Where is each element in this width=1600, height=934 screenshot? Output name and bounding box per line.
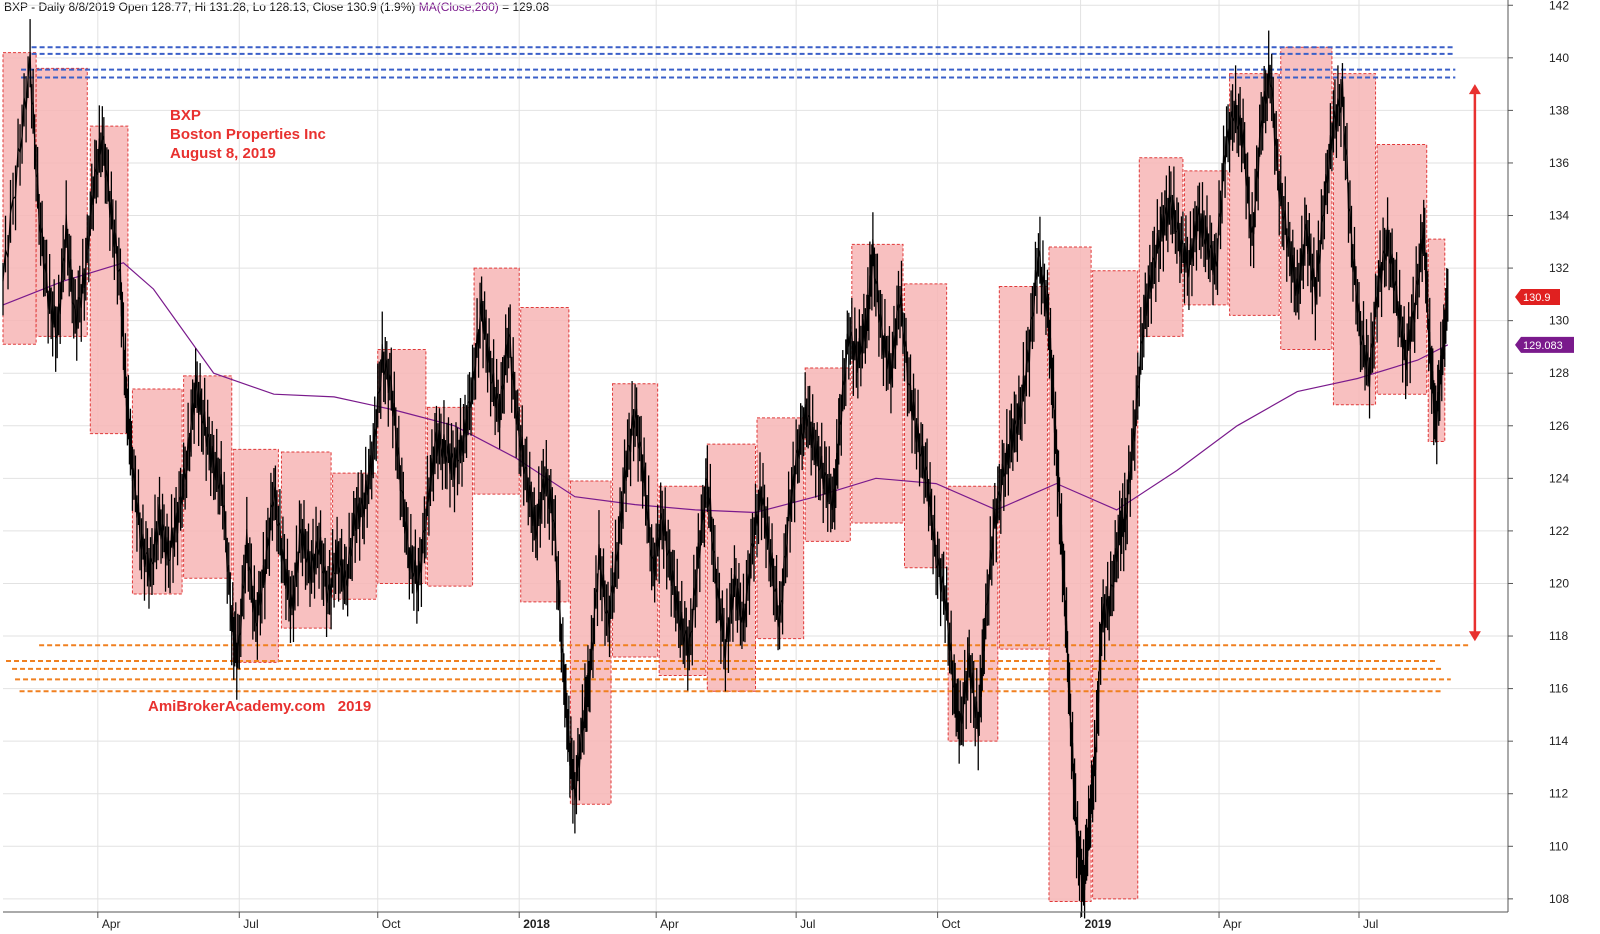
range-arrow-head-top [1468, 84, 1481, 95]
y-tick-label: 110 [1549, 839, 1568, 853]
y-tick-label: 114 [1549, 734, 1568, 748]
y-tick-label: 142 [1549, 0, 1569, 12]
x-tick-label: 2018 [523, 917, 550, 931]
y-tick-label: 122 [1549, 524, 1569, 538]
price-label-bg [1515, 336, 1574, 353]
range-box [569, 480, 612, 805]
range-box [1048, 246, 1092, 902]
y-tick-label: 136 [1549, 156, 1569, 170]
x-tick-label: 2019 [1085, 917, 1112, 931]
x-tick-label: Jul [243, 917, 258, 931]
range-box [2, 52, 37, 345]
x-tick-label: Jul [1363, 917, 1378, 931]
range-box [1229, 73, 1280, 316]
x-tick-label: Jul [800, 917, 815, 931]
header-title: BXP - Daily 8/8/2019 Open 128.77, Hi 131… [4, 0, 416, 14]
header-ma-value: = 129.08 [498, 0, 550, 14]
axes: 108 110 112 114 116 118 120 122 124 126 128 130 132 1… [3, 0, 1569, 931]
x-tick-label: Oct [382, 917, 401, 931]
price-label-bg [1515, 288, 1560, 305]
ma200-line [2, 262, 1449, 514]
y-tick-label: 112 [1549, 787, 1568, 801]
price-labels: 130.9 129.083 [1515, 288, 1574, 353]
price-label-text: 130.9 [1523, 292, 1551, 304]
y-tick-label: 120 [1549, 576, 1569, 590]
annotation-company: Boston Properties Inc [170, 126, 326, 143]
y-tick-label: 124 [1549, 471, 1569, 485]
annotation-block: BXP Boston Properties Inc August 8, 2019 [170, 106, 326, 163]
watermark-text: AmiBrokerAcademy.com 2019 [148, 698, 372, 715]
y-tick-label: 138 [1549, 103, 1569, 117]
range-box [903, 283, 948, 569]
support-lines [6, 644, 1469, 693]
y-tick-label: 116 [1549, 682, 1568, 696]
y-tick-label: 132 [1549, 261, 1569, 275]
resistance-lines [21, 46, 1456, 79]
y-tick-label: 118 [1549, 629, 1568, 643]
x-tick-label: Apr [102, 917, 121, 931]
price-layer [2, 19, 1449, 919]
annotation-date: August 8, 2019 [170, 145, 276, 162]
header-ma-label: MA(Close,200) [418, 0, 499, 14]
chart-header: BXP - Daily 8/8/2019 Open 128.77, Hi 131… [4, 0, 549, 14]
y-tick-label: 128 [1549, 366, 1569, 380]
y-tick-label: 126 [1549, 419, 1569, 433]
annotation-symbol: BXP [170, 107, 201, 124]
price-label-text: 129.083 [1523, 340, 1563, 352]
range-box [1376, 144, 1428, 395]
range-arrow-head-bottom [1468, 631, 1481, 642]
range-boxes [2, 46, 1446, 902]
y-tick-label: 130 [1549, 314, 1569, 328]
x-tick-label: Apr [660, 917, 679, 931]
y-tick-label: 108 [1549, 892, 1569, 906]
price-line [2, 53, 1449, 891]
range-box [520, 307, 570, 603]
y-tick-label: 134 [1549, 209, 1569, 223]
x-tick-label: Oct [942, 917, 961, 931]
y-tick-label: 140 [1549, 51, 1569, 65]
ma200-layer [2, 262, 1449, 514]
range-arrow [1468, 84, 1481, 642]
x-tick-label: Apr [1223, 917, 1242, 931]
range-box [1092, 270, 1139, 900]
